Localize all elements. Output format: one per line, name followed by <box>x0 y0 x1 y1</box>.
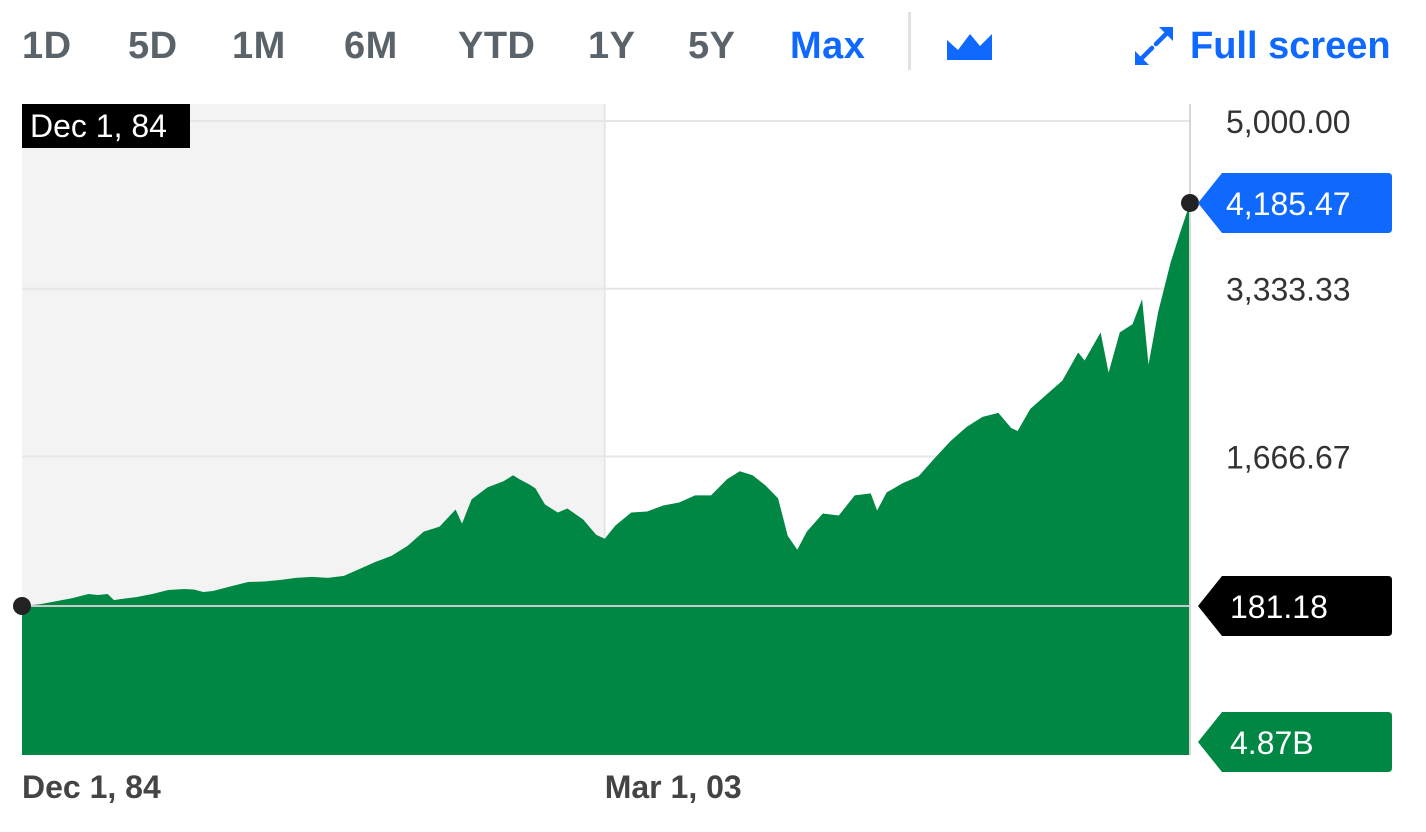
baseline-badge <box>1198 576 1392 636</box>
range-button-1d[interactable]: 1D <box>22 25 72 67</box>
y-axis-ticks: 5,000.00 3,333.33 1,666.67 <box>1226 104 1351 475</box>
chart-area[interactable]: 5,000.00 3,333.33 1,666.67 Dec 1, 84 Mar 1,… <box>0 96 1426 832</box>
cursor-date-text: Dec 1, 84 <box>30 108 167 144</box>
fullscreen-button[interactable]: Full screen <box>1132 22 1391 70</box>
volume-badge <box>1198 712 1392 772</box>
range-button-ytd[interactable]: YTD <box>458 25 536 67</box>
last-price-point <box>1181 193 1199 212</box>
cursor-date-tooltip <box>22 104 190 148</box>
area-chart-icon <box>947 34 992 60</box>
range-button-5y[interactable]: 5Y <box>688 25 736 67</box>
range-button-6m[interactable]: 6M <box>344 25 398 67</box>
range-button-5d[interactable]: 5D <box>128 25 178 67</box>
range-button-max[interactable]: Max <box>790 25 866 67</box>
range-button-1y[interactable]: 1Y <box>588 25 636 67</box>
value-labels: Dec 1, 84 4,185.47 181.18 4.87B <box>13 104 1392 772</box>
toolbar-divider <box>908 12 911 70</box>
range-button-1m[interactable]: 1M <box>232 25 286 67</box>
price-area <box>22 203 1190 755</box>
price-chart[interactable]: 5,000.00 3,333.33 1,666.67 Dec 1, 84 Mar 1,… <box>0 96 1426 832</box>
last-price-badge <box>1198 172 1392 233</box>
last-price-text: 4,185.47 <box>1226 186 1351 222</box>
chart-type-button[interactable] <box>944 28 996 66</box>
baseline-text: 181.18 <box>1230 589 1328 625</box>
volume-text: 4.87B <box>1230 725 1314 761</box>
y-tick-label: 5,000.00 <box>1226 104 1351 140</box>
expand-arrows-icon <box>1135 27 1173 65</box>
y-tick-label: 1,666.67 <box>1226 439 1351 475</box>
y-tick-label: 3,333.33 <box>1226 272 1351 308</box>
x-tick-label: Mar 1, 03 <box>605 769 742 805</box>
x-axis-ticks: Dec 1, 84 Mar 1, 03 <box>22 769 742 805</box>
start-point <box>13 597 31 615</box>
toolbar: 1D 5D 1M 6M YTD 1Y 5Y Max Full screen <box>0 0 1426 96</box>
fullscreen-label: Full screen <box>1190 25 1391 67</box>
x-tick-label: Dec 1, 84 <box>22 769 161 805</box>
